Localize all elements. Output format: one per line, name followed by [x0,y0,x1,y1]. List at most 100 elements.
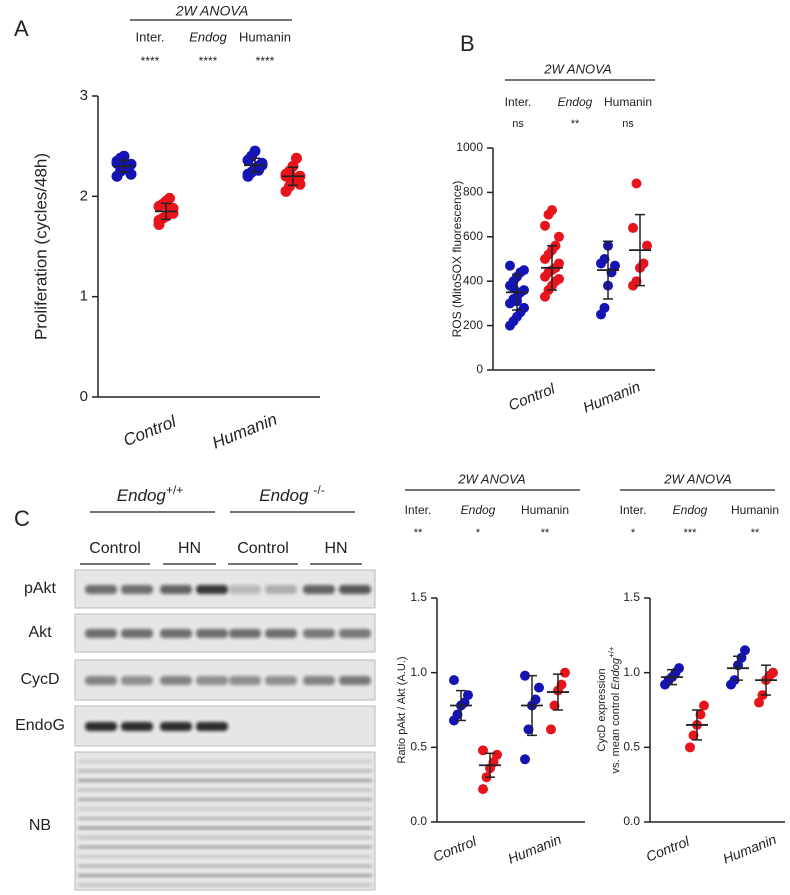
anova-term: Endog [189,29,227,44]
data-point [294,178,306,190]
data-point [534,682,544,693]
data-point [628,222,638,233]
y-tick-label: 3 [80,87,88,104]
anova-term: Inter. [136,29,165,44]
blot-stain-band [78,760,372,763]
blot-band [85,585,117,594]
blot-stain-band [78,845,372,849]
x-tick-label: Humanin [506,831,564,867]
y-tick-label: 400 [463,273,483,287]
y-tick-label: 2 [80,187,88,204]
y-tick-label: 1.0 [410,665,427,679]
anova-title: 2W ANOVA [543,61,611,76]
panel-label: C [14,506,30,531]
y-tick-label: 0.0 [623,814,640,828]
data-point [556,679,567,690]
y-axis-label: Ratio pAkt / Akt (A.U.) [396,657,408,764]
data-point [291,152,302,164]
x-tick-label: Humanin [210,410,280,453]
data-point [508,282,519,293]
blot-band [85,722,117,731]
data-point [642,240,652,251]
data-point [153,214,165,226]
blot-stain-band [78,779,372,782]
anova-significance: **** [256,54,275,68]
y-axis-label: Proliferation (cycles/48h) [31,153,50,340]
data-point [554,273,564,284]
data-point [530,694,541,705]
anova-term: Inter. [405,503,432,517]
blot-band [339,676,371,685]
x-tick-label: Control [644,833,693,865]
y-tick-label: 0 [80,388,88,405]
data-point [547,205,557,216]
anova-title: 2W ANOVA [457,471,525,486]
anova-significance: **** [199,54,218,68]
anova-significance: * [631,527,636,539]
treatment-label: Control [237,540,289,557]
blot-band [196,629,228,638]
data-point [520,670,530,681]
y-tick-label: 600 [463,229,483,243]
blot-band [303,629,335,638]
blot-band [85,676,117,685]
blot-stain-band [78,788,372,792]
blot-band [229,629,261,638]
data-point [125,168,137,180]
y-tick-label: 1.0 [623,665,640,679]
data-point [631,276,642,287]
blot-band [121,722,153,731]
anova-significance: ** [751,527,760,539]
data-point [505,260,515,271]
data-point [549,700,560,711]
data-point [118,150,130,162]
anova-term: Humanin [731,503,779,517]
y-axis-label: CycD expression [596,668,608,751]
blot-band [339,585,371,594]
data-point [519,265,529,276]
data-point [768,667,778,678]
anova-title: 2W ANOVA [175,3,249,19]
y-tick-label: 0.5 [623,740,640,754]
y-label-text: vs. mean control [610,693,622,774]
panel-label: B [460,31,475,56]
anova-term: Inter. [505,95,532,109]
data-point [610,260,620,271]
y-tick-label: 1000 [456,140,483,154]
data-point [740,645,750,656]
y-label-gene: Endog [610,657,622,690]
treatment-label: HN [178,540,201,557]
anova-significance: *** [684,527,698,539]
genotype-label: Endog+/+ [117,483,184,505]
x-tick-label: Control [506,380,558,414]
data-point [688,730,699,741]
anova-significance: ** [414,527,423,539]
anova-significance: * [476,527,481,539]
anova-term: Humanin [604,95,652,109]
blot-strip [74,751,376,891]
blot-stain-band [78,817,372,820]
blot-band [265,676,297,685]
blot-band [196,722,228,731]
blot-row-label: pAkt [24,580,57,597]
data-point [685,742,695,753]
anova-significance: ns [512,118,524,130]
data-point [674,663,684,674]
data-point [452,709,463,720]
blot-band [303,676,335,685]
data-point [599,254,610,264]
anova-term: Humanin [521,503,569,517]
x-tick-label: Humanin [721,831,779,867]
anova-term: Inter. [620,503,647,517]
blot-band [160,676,192,685]
blot-stain-band [78,874,372,877]
data-point [560,667,570,678]
data-point [546,724,556,735]
blot-band [160,722,192,731]
blot-band [196,585,228,594]
y-tick-label: 0.0 [410,814,427,828]
y-tick-label: 800 [463,185,483,199]
panel-label: A [14,16,29,41]
blot-band [160,585,192,594]
